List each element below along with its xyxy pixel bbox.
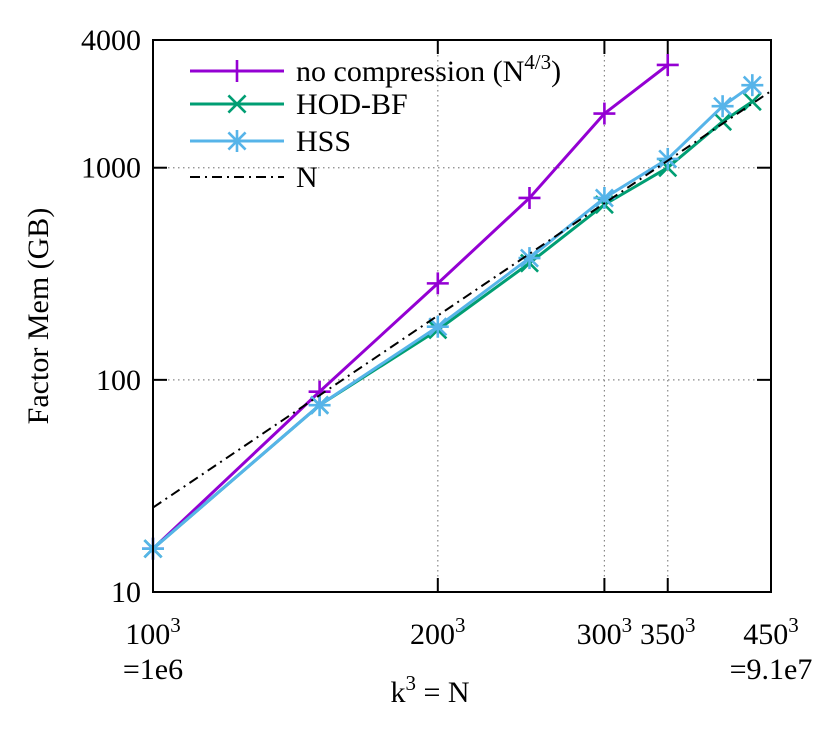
legend-label: HOD-BF: [296, 88, 408, 121]
x-tick-label: 4503: [743, 613, 799, 651]
y-tick-label: 100: [96, 364, 141, 397]
data-point: [711, 95, 734, 118]
data-point: [741, 74, 764, 97]
series-hss: [142, 74, 764, 560]
x-tick-label: 2003: [410, 613, 466, 651]
x-tick-label: 1003: [125, 613, 181, 651]
data-point: [593, 102, 616, 125]
data-point: [426, 272, 449, 295]
data-point: [656, 53, 679, 76]
legend-entry: HOD-BF: [190, 88, 408, 121]
data-point: [308, 394, 331, 417]
series-line: [151, 63, 669, 550]
data-point: [656, 147, 679, 170]
grid-lines: [153, 40, 771, 592]
x-tick-sublabel: =9.1e7: [730, 653, 813, 686]
legend-entry: no compression (N4/3): [190, 50, 561, 88]
x-tick-label: 3503: [640, 613, 696, 651]
legend-entry: N: [190, 161, 318, 194]
data-point: [742, 92, 762, 112]
data-point: [227, 94, 247, 114]
y-tick-label: 10: [111, 576, 141, 609]
data-point: [518, 186, 541, 209]
data-point: [426, 315, 449, 338]
y-tick-label: 1000: [81, 152, 141, 185]
legend-label: N: [296, 161, 318, 194]
series-no-compression-n: [142, 53, 679, 560]
x-axis-label: k3 = N: [390, 671, 469, 709]
axis-ticks: 10 100 1000 4000 1003=1e6 2003 3003 3503 4503=9.…: [81, 24, 812, 686]
y-axis-label: Factor Mem (GB): [22, 208, 55, 425]
series-layer: [142, 53, 772, 560]
legend-label: HSS: [296, 125, 351, 158]
legend-entry: HSS: [190, 125, 351, 158]
legend-label: no compression (N4/3): [296, 50, 561, 88]
data-point: [226, 60, 248, 82]
series-n: [152, 90, 772, 509]
data-point: [226, 130, 248, 152]
plot-frame: [152, 39, 772, 593]
series-line: [152, 100, 754, 550]
x-tick-label: 3003: [577, 613, 633, 651]
data-point: [713, 112, 733, 132]
x-tick-sublabel: =1e6: [123, 653, 183, 686]
series-line: [152, 90, 772, 509]
y-tick-label: 4000: [81, 24, 141, 57]
